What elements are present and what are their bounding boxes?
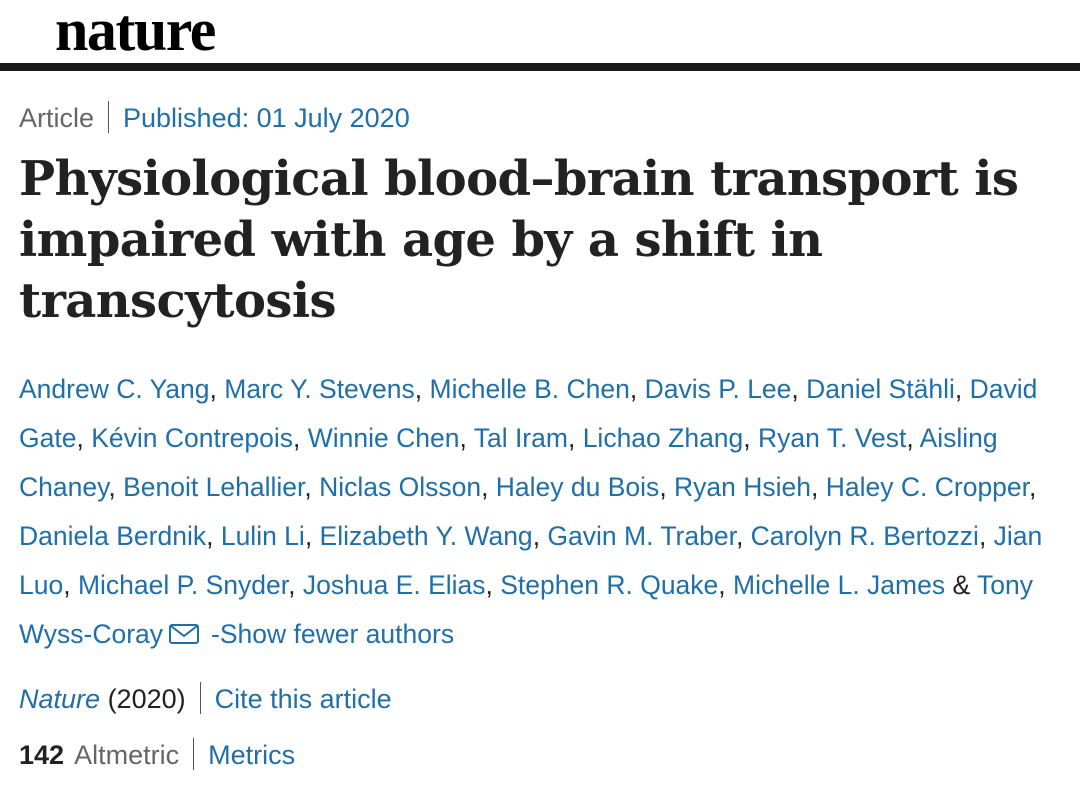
altmetric-label: Altmetric [74,740,180,770]
published-date[interactable]: Published: 01 July 2020 [123,103,410,133]
header-rule [0,63,1080,71]
author-link[interactable]: Benoit Lehallier [123,472,305,502]
author-link[interactable]: Marc Y. Stevens [224,374,415,404]
divider [193,738,195,770]
divider [199,682,201,714]
author-link[interactable]: Andrew C. Yang [19,374,210,404]
author-link[interactable]: Gavin M. Traber [547,521,736,551]
author-link[interactable]: Michelle L. James [733,570,946,600]
author-link[interactable]: Niclas Olsson [319,472,482,502]
ampersand: & [952,570,971,600]
site-header: nature [0,0,1080,72]
author-link[interactable]: Jian Luo [19,521,1043,600]
show-fewer-authors-button[interactable]: -Show fewer authors [211,619,455,649]
article-type: Article [19,103,95,133]
article-meta: Article Published: 01 July 2020 [19,100,1061,136]
metrics-line: 142 Altmetric Metrics [19,735,1061,775]
author-link[interactable]: Tal Iram [473,423,568,453]
author-list: Andrew C. Yang, Marc Y. Stevens, Michell… [19,374,1043,649]
author-link[interactable]: Carolyn R. Bertozzi [750,521,979,551]
author-link[interactable]: Aisling Chaney [19,423,998,502]
journal-name[interactable]: Nature [19,684,101,714]
author-link[interactable]: David Gate [19,374,1038,453]
author-link[interactable]: Joshua E. Elias [302,570,486,600]
nature-logo[interactable]: nature [55,0,216,63]
author-link[interactable]: Michelle B. Chen [429,374,630,404]
author-link[interactable]: Ryan Hsieh [674,472,812,502]
author-link[interactable]: Winnie Chen [307,423,460,453]
author-link[interactable]: Daniela Berdnik [19,521,207,551]
cite-this-article-link[interactable]: Cite this article [214,684,392,714]
article-title: Physiological blood–brain transport is i… [19,151,1019,329]
author-link[interactable]: Elizabeth Y. Wang [319,521,533,551]
author-link[interactable]: Kévin Contrepois [91,423,293,453]
author-link[interactable]: Ryan T. Vest [758,423,907,453]
author-link[interactable]: Daniel Stähli [806,374,955,404]
citation-line: Nature (2020) Cite this article [19,679,1061,719]
author-link[interactable]: Haley du Bois [495,472,660,502]
author-link[interactable]: Lulin Li [220,521,305,551]
author-link[interactable]: Michael P. Snyder [77,570,289,600]
envelope-icon[interactable] [169,624,200,644]
publication-year: (2020) [107,684,186,714]
metrics-link[interactable]: Metrics [208,740,296,770]
author-link[interactable]: Davis P. Lee [644,374,792,404]
author-link[interactable]: Lichao Zhang [582,423,744,453]
author-link-corresponding[interactable]: Tony Wyss-Coray [19,570,1034,649]
altmetric-score: 142 [19,740,65,770]
divider [108,101,110,133]
article-header: Article Published: 01 July 2020 Physiolog… [0,100,1080,775]
author-link[interactable]: Haley C. Cropper [825,472,1030,502]
author-link[interactable]: Stephen R. Quake [500,570,719,600]
